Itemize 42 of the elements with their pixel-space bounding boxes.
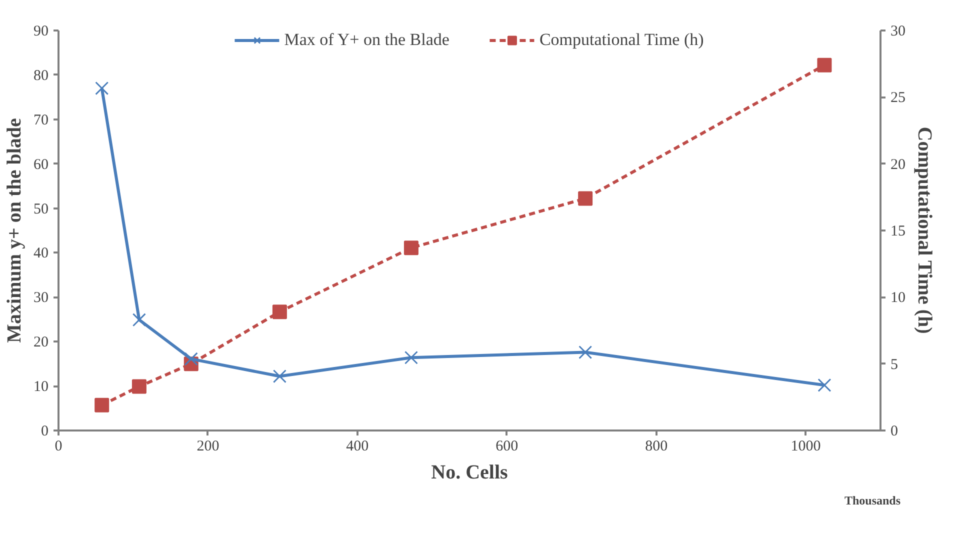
y2-tick-label: 15 [890,224,906,240]
y2-tick-label: 20 [890,156,906,173]
legend-label: Max of Y+ on the Blade [284,30,450,50]
point [578,191,593,206]
text: Thousands [844,494,901,508]
y-tick-label: 90 [34,24,48,40]
point [578,346,592,360]
x-tick-label: 800 [645,438,668,454]
y-tick-label: 20 [34,334,48,351]
y-tick-label: 60 [34,156,48,173]
x-tick-label: 0 [54,438,62,454]
legend-label: Computational Time (h) [539,30,704,50]
y-tick-label: 40 [34,246,48,262]
point [272,370,286,384]
y-axis-title: Maximum y+ on the blade [4,118,26,343]
y2-axis-title: Computational Time (h) [914,126,936,334]
point [132,379,146,394]
x-tick-label: 600 [496,438,518,454]
point [94,398,110,412]
y-tick-label: 30 [34,290,48,306]
x-tick-label: 200 [196,438,220,454]
y2-tick-label: 10 [890,290,906,306]
x-axis-title: No. Cells [431,462,508,484]
y2-tick-label: 25 [890,90,906,106]
point [818,378,832,392]
point [272,304,287,320]
y2-tick-label: 30 [890,24,906,40]
x-tick-label: 400 [346,438,369,454]
y-tick-label: 10 [34,379,48,396]
y-tick-label: 70 [34,112,48,128]
y-tick-label: 50 [34,201,48,218]
x-tick-label: 1000 [790,438,821,454]
point [184,352,198,366]
point [404,350,418,364]
point [95,82,109,96]
point [132,313,146,327]
y-tick-label: 80 [34,68,48,84]
y2-tick-label: 0 [890,424,898,440]
point [404,240,418,256]
y2-tick-label: 5 [890,356,898,373]
y-tick-label: 0 [41,424,48,440]
point [817,58,832,72]
